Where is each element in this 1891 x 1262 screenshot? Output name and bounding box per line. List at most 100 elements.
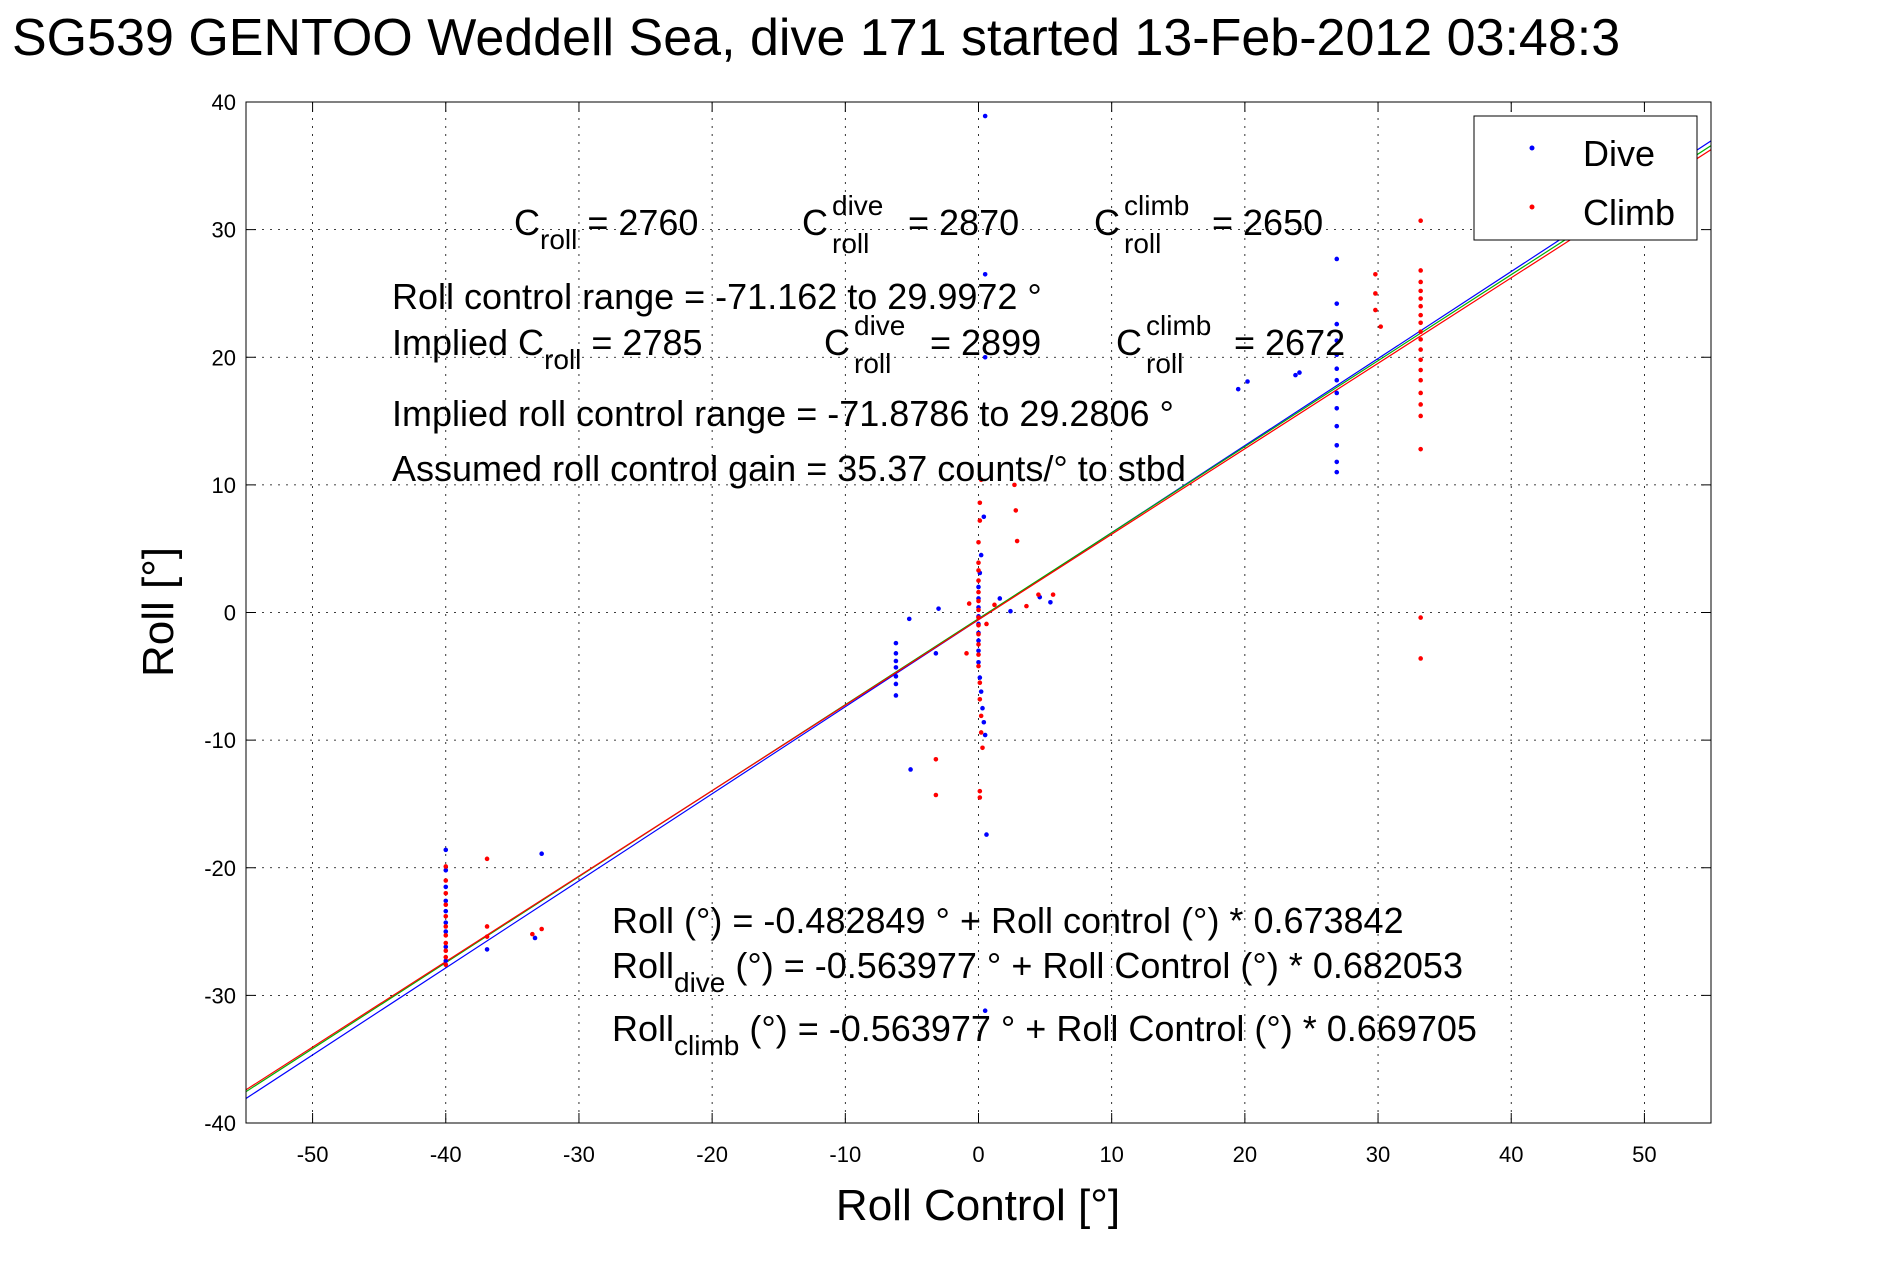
point-dive — [443, 920, 449, 925]
annotation-fit-climb: Rollclimb (°) = -0.563977 ° + Roll Contr… — [612, 1008, 1477, 1061]
point-dive — [1334, 366, 1340, 372]
point-dive — [976, 659, 981, 665]
x-tick-label: -30 — [563, 1142, 595, 1167]
y-tick-label: -20 — [204, 856, 236, 881]
point-climb — [976, 652, 981, 657]
point-dive — [981, 719, 987, 725]
point-climb — [977, 795, 983, 800]
point-climb — [443, 864, 449, 869]
y-tick-label: 20 — [212, 345, 236, 370]
point-climb — [976, 615, 981, 620]
point-dive — [443, 944, 449, 950]
y-tick-labels: -40 -30 -20 -10 0 10 20 30 40 — [204, 90, 236, 1136]
point-dive — [978, 552, 984, 558]
point-climb — [443, 924, 449, 929]
point-dive — [893, 651, 899, 656]
point-climb — [1373, 291, 1378, 296]
point-dive — [1008, 608, 1013, 614]
point-climb — [443, 933, 449, 938]
point-climb — [1373, 307, 1378, 313]
annotation-c-roll: Croll = 2760 — [514, 202, 698, 255]
point-dive — [443, 868, 449, 873]
point-climb — [1418, 367, 1423, 373]
point-climb — [977, 680, 983, 685]
point-climb — [1418, 279, 1423, 285]
point-climb — [443, 948, 449, 954]
annotation-fit-all: Roll (°) = -0.482849 ° + Roll control (°… — [612, 900, 1404, 941]
point-climb — [443, 890, 449, 896]
point-dive — [906, 616, 912, 622]
y-tick-label: -30 — [204, 983, 236, 1008]
point-dive — [443, 884, 449, 890]
legend-marker-dive — [1529, 145, 1535, 151]
point-climb — [976, 631, 981, 637]
point-dive — [1048, 599, 1053, 605]
point-dive — [982, 1008, 988, 1013]
point-climb — [1418, 268, 1423, 273]
point-climb — [484, 856, 490, 862]
point-climb — [1373, 271, 1378, 277]
x-tick-label: 30 — [1366, 1142, 1390, 1167]
point-climb — [992, 602, 997, 608]
point-dive — [908, 767, 913, 772]
point-climb — [1418, 347, 1423, 352]
point-climb — [1418, 288, 1423, 294]
point-dive — [1235, 386, 1241, 392]
point-dive — [443, 908, 449, 914]
point-dive — [936, 606, 941, 611]
point-dive — [893, 658, 899, 664]
point-climb — [976, 642, 981, 647]
point-climb — [978, 730, 984, 735]
annotation-implied-c-roll: Implied Croll = 2785 — [392, 322, 703, 375]
legend-label-dive: Dive — [1583, 133, 1655, 174]
annotation-implied-range: Implied roll control range = -71.8786 to… — [392, 393, 1174, 434]
point-climb — [976, 622, 981, 628]
point-climb — [976, 663, 981, 669]
point-climb — [484, 934, 490, 939]
y-tick-label: -10 — [204, 728, 236, 753]
point-climb — [976, 598, 981, 604]
point-climb — [1024, 603, 1029, 609]
point-climb — [966, 601, 972, 606]
point-climb — [1418, 390, 1423, 396]
point-climb — [443, 913, 449, 919]
y-tick-label: 10 — [212, 473, 236, 498]
x-tick-label: 40 — [1499, 1142, 1523, 1167]
tick-marks — [246, 101, 1711, 1124]
point-dive — [443, 929, 449, 934]
y-tick-label: -40 — [204, 1111, 236, 1136]
point-climb — [1418, 337, 1423, 342]
point-dive — [1293, 372, 1298, 378]
point-dive — [982, 732, 988, 738]
axes-background — [246, 102, 1711, 1123]
legend-label-climb: Climb — [1583, 192, 1675, 233]
x-tick-label: -10 — [829, 1142, 861, 1167]
point-dive — [893, 693, 899, 698]
y-tick-label: 0 — [224, 601, 236, 626]
point-dive — [443, 958, 449, 964]
point-dive — [443, 898, 449, 904]
point-climb — [1013, 508, 1019, 513]
point-climb — [984, 621, 989, 627]
point-dive — [982, 271, 988, 277]
point-dive — [1297, 370, 1302, 375]
point-dive — [893, 674, 899, 679]
point-climb — [443, 878, 449, 883]
point-climb — [1418, 357, 1423, 363]
point-climb — [977, 696, 983, 702]
point-climb — [977, 518, 983, 523]
point-climb — [1014, 538, 1020, 544]
point-dive — [893, 681, 899, 687]
x-tick-label: 0 — [972, 1142, 984, 1167]
point-climb — [1418, 402, 1423, 407]
point-climb — [443, 954, 449, 960]
x-tick-label: -20 — [696, 1142, 728, 1167]
point-dive — [1334, 459, 1340, 465]
point-climb — [976, 540, 981, 545]
point-dive — [980, 705, 985, 711]
point-climb — [977, 500, 983, 506]
